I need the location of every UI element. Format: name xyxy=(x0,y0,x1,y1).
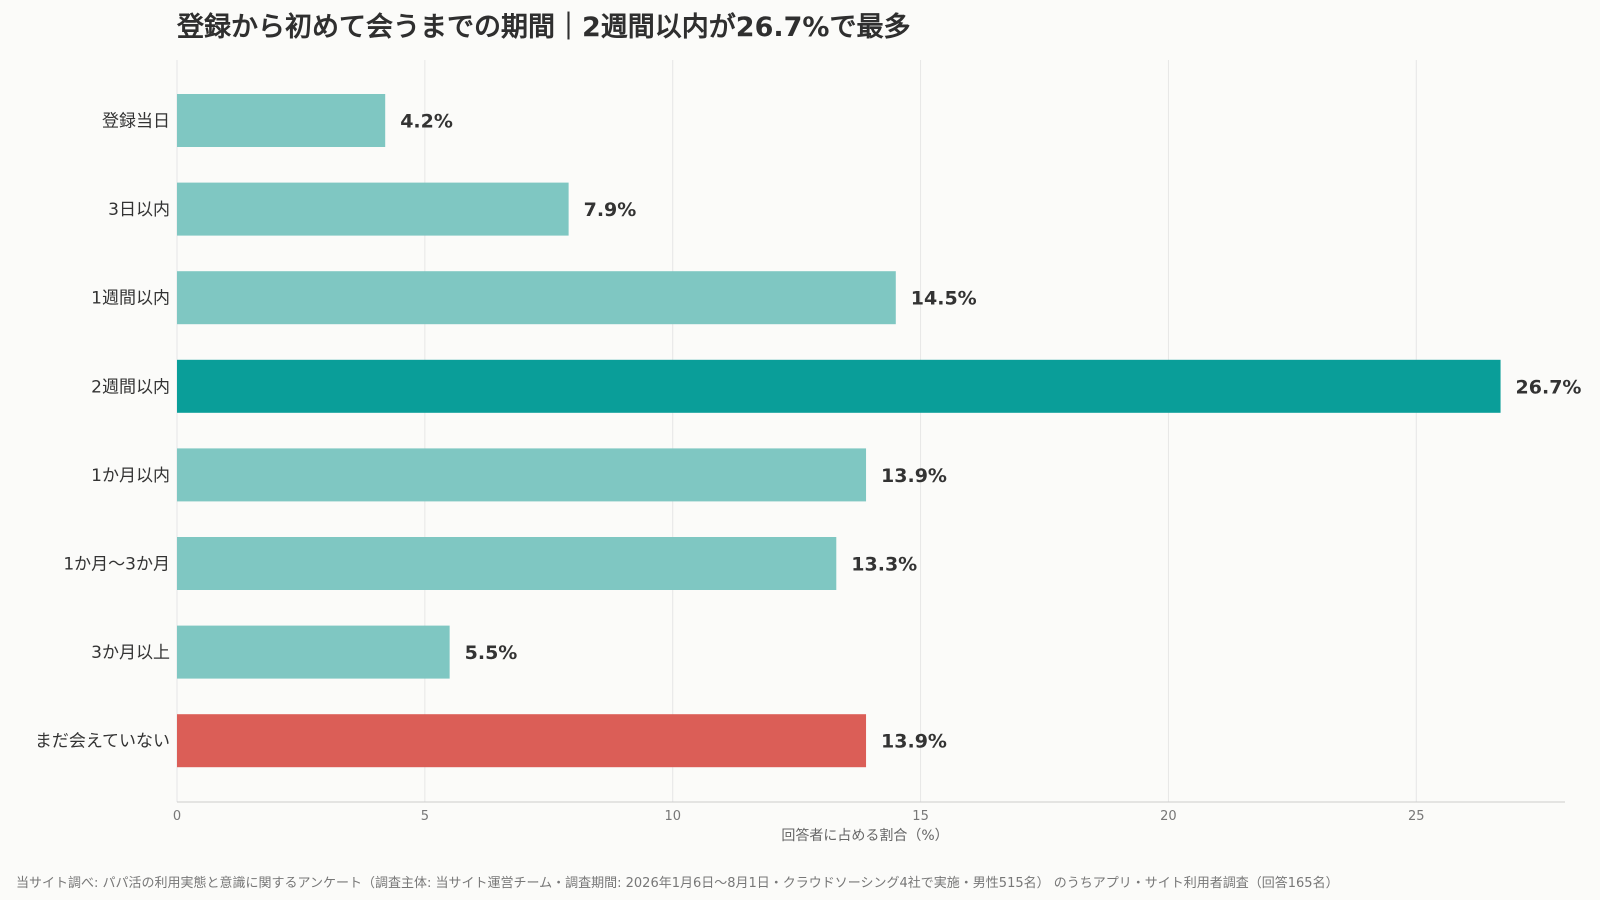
category-label: 3日以内 xyxy=(108,200,170,220)
bar-4 xyxy=(177,359,1501,413)
grid-lines xyxy=(176,60,1565,803)
bar-2 xyxy=(177,182,569,236)
category-label: 1か月〜3か月 xyxy=(63,555,170,575)
x-tick-label: 25 xyxy=(1408,809,1425,824)
category-label: 1か月以内 xyxy=(91,466,170,486)
category-label: 1週間以内 xyxy=(91,289,170,309)
value-label: 5.5% xyxy=(465,642,518,664)
bars xyxy=(177,94,1501,768)
x-axis-title: 回答者に占める割合（%） xyxy=(781,827,948,844)
value-label: 7.9% xyxy=(584,199,637,221)
x-tick-label: 15 xyxy=(912,809,929,824)
category-label: まだ会えていない xyxy=(35,732,170,752)
bar-1 xyxy=(177,94,386,147)
x-axis-ticks: 0 5 10 15 20 25 xyxy=(173,809,1425,824)
value-label: 13.9% xyxy=(881,465,947,487)
bar-7 xyxy=(177,625,450,679)
value-label: 4.2% xyxy=(400,111,453,133)
category-labels: 登録当日 3日以内 1週間以内 2週間以内 1か月以内 1か月〜3か月 3か月以上まだ会えて… xyxy=(35,112,170,752)
x-tick-label: 0 xyxy=(173,809,181,824)
category-label: 2週間以内 xyxy=(91,377,170,397)
x-tick-label: 10 xyxy=(664,809,681,824)
bar-3 xyxy=(177,271,896,325)
value-label: 13.3% xyxy=(851,554,917,576)
category-label: 登録当日 xyxy=(102,112,170,132)
value-label: 14.5% xyxy=(911,288,977,310)
source-note: 当サイト調べ: パパ活の利用実態と意識に関するアンケート（調査主体: 当サイト運… xyxy=(16,876,1339,891)
bar-6 xyxy=(177,537,837,590)
bar-8 xyxy=(177,714,867,768)
x-tick-label: 5 xyxy=(421,809,429,824)
value-label: 13.9% xyxy=(881,731,947,753)
value-label: 26.7% xyxy=(1516,376,1582,398)
category-label: 3か月以上 xyxy=(91,643,170,663)
value-labels: 4.2% 7.9% 14.5% 26.7% 13.9% 13.3% 5.5% 13.9% xyxy=(400,111,1581,753)
bar-5 xyxy=(177,448,867,502)
x-tick-label: 20 xyxy=(1160,809,1177,824)
chart-title: 登録から初めて会うまでの期間｜2週間以内が26.7%で最多 xyxy=(177,12,911,43)
